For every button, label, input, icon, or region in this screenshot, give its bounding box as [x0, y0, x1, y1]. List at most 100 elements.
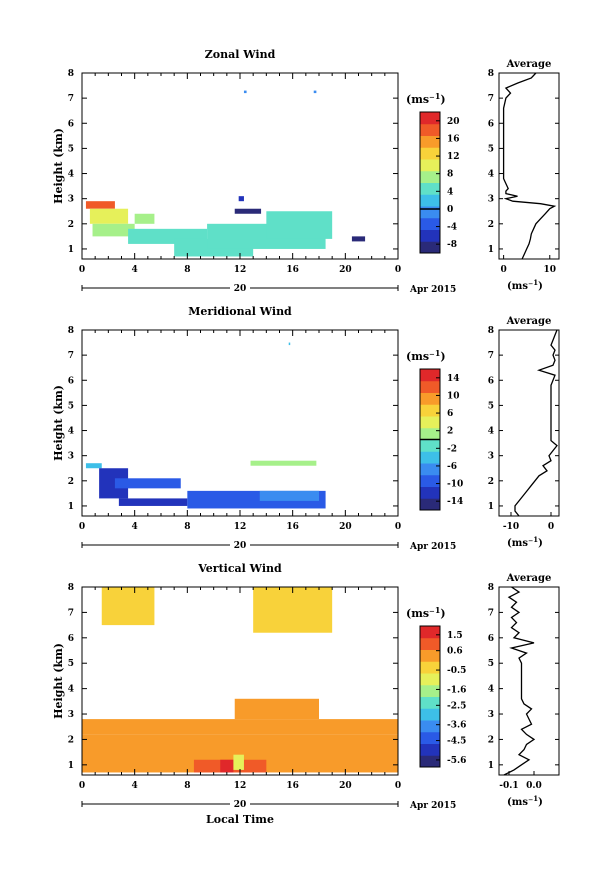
profile-x-tick-label: 0.0 [526, 781, 542, 791]
profile-x-label: (ms⁻1) [507, 278, 543, 292]
colorbar-tick-label: 0 [447, 205, 453, 215]
profile-x-tick-label: 10 [544, 265, 557, 275]
profile-y-tick-label: 6 [488, 376, 494, 386]
profile-y-tick-label: 3 [488, 710, 494, 720]
heatmap-cell [134, 213, 155, 224]
profile-y-tick-label: 8 [488, 326, 494, 336]
profile-x-tick-label: 0 [500, 265, 506, 275]
profile-line [502, 72, 557, 260]
profile-y-tick-label: 5 [488, 401, 494, 411]
y-tick-label: 7 [68, 351, 74, 361]
heatmap-cell [250, 460, 317, 466]
colorbar-segment [420, 229, 440, 242]
profile-y-tick-label: 7 [488, 351, 494, 361]
colorbar-tick-label: 0.6 [447, 647, 463, 657]
colorbar-units: (ms⁻1) [406, 605, 446, 620]
y-tick-label: 6 [68, 119, 74, 129]
colorbar-segment [420, 404, 440, 417]
x-tick-label: 0 [79, 522, 85, 532]
y-tick-label: 5 [68, 144, 74, 154]
x-tick-label: 0 [79, 265, 85, 275]
y-tick-label: 6 [68, 376, 74, 386]
profile-y-tick-label: 2 [488, 477, 494, 487]
profile-y-tick-label: 4 [488, 170, 494, 180]
colorbar-segment [420, 369, 440, 382]
colorbar-segment [420, 486, 440, 499]
profile-title: Average [506, 573, 552, 584]
y-tick-label: 8 [68, 583, 74, 593]
y-tick-label: 7 [68, 608, 74, 618]
x-tick-label: 0 [79, 781, 85, 791]
x-tick-label: 0 [395, 265, 401, 275]
heatmap-cell [233, 754, 244, 770]
y-tick-label: 3 [68, 452, 74, 462]
colorbar-tick-label: -14 [447, 497, 463, 507]
y-tick-label: 7 [68, 94, 74, 104]
profile-title: Average [506, 59, 552, 70]
date-label: Apr 2015 [409, 801, 456, 811]
y-tick-label: 2 [68, 735, 74, 745]
colorbar-segment [420, 241, 440, 254]
y-tick-label: 4 [68, 170, 74, 180]
x-tick-label: 8 [184, 522, 190, 532]
colorbar-segment [420, 182, 440, 195]
heatmap-cell [259, 490, 319, 501]
colorbar-tick-label: 2 [447, 427, 453, 437]
profile-line [514, 329, 558, 517]
profile-x-tick-label: 0 [548, 522, 554, 532]
x-tick-label: 8 [184, 781, 190, 791]
y-tick-label: 8 [68, 69, 74, 79]
x-tick-label: 20 [339, 781, 352, 791]
colorbar-tick-label: -4.5 [447, 737, 466, 747]
plot-title: Zonal Wind [205, 48, 276, 61]
colorbar-segment [420, 696, 440, 709]
x-tick-label: 20 [339, 522, 352, 532]
colorbar-tick-label: 8 [447, 170, 453, 180]
colorbar-tick-label: -8 [447, 240, 457, 250]
colorbar-segment [420, 147, 440, 160]
colorbar-segment [420, 194, 440, 207]
day-axis-gap [230, 799, 250, 809]
date-label: Apr 2015 [409, 285, 456, 295]
colorbar-tick-label: -2 [447, 444, 457, 454]
heatmap-cell [351, 236, 366, 242]
colorbar-segment [420, 170, 440, 183]
colorbar-tick-label: -4 [447, 223, 457, 233]
heatmap-cell [101, 587, 155, 626]
x-tick-label: 12 [234, 522, 247, 532]
profile-y-tick-label: 8 [488, 583, 494, 593]
day-axis-gap [230, 540, 250, 550]
colorbar-tick-label: -2.5 [447, 701, 466, 711]
profile-y-tick-label: 1 [488, 761, 494, 771]
heatmap-cell [253, 587, 333, 633]
x-tick-label: 12 [234, 265, 247, 275]
day-axis-gap [230, 283, 250, 293]
colorbar-segment [420, 392, 440, 405]
colorbar-tick-label: 16 [447, 134, 460, 144]
day-label: 20 [234, 541, 247, 551]
colorbar-segment [420, 206, 440, 219]
x-tick-label: 4 [132, 522, 138, 532]
x-tick-label: 16 [286, 781, 299, 791]
colorbar-tick-label: 20 [447, 117, 460, 127]
date-label: Apr 2015 [409, 542, 456, 552]
colorbar-tick-label: -5.6 [447, 756, 466, 766]
colorbar-segment [420, 498, 440, 511]
heatmap-cell [114, 478, 181, 489]
plot-title: Vertical Wind [197, 562, 282, 575]
colorbar-segment [420, 720, 440, 733]
profile-y-tick-label: 1 [488, 502, 494, 512]
colorbar-segment [420, 661, 440, 674]
y-tick-label: 4 [68, 427, 74, 437]
heatmap-cell [266, 211, 333, 239]
y-tick-label: 3 [68, 195, 74, 205]
heatmap-cell [234, 698, 319, 720]
colorbar-tick-label: -6 [447, 462, 457, 472]
x-axis-label: Local Time [206, 813, 274, 826]
x-tick-label: 16 [286, 522, 299, 532]
colorbar-tick-label: -1.6 [447, 685, 466, 695]
colorbar-segment [420, 637, 440, 650]
profile-y-tick-label: 1 [488, 245, 494, 255]
colorbar-segment [420, 159, 440, 172]
